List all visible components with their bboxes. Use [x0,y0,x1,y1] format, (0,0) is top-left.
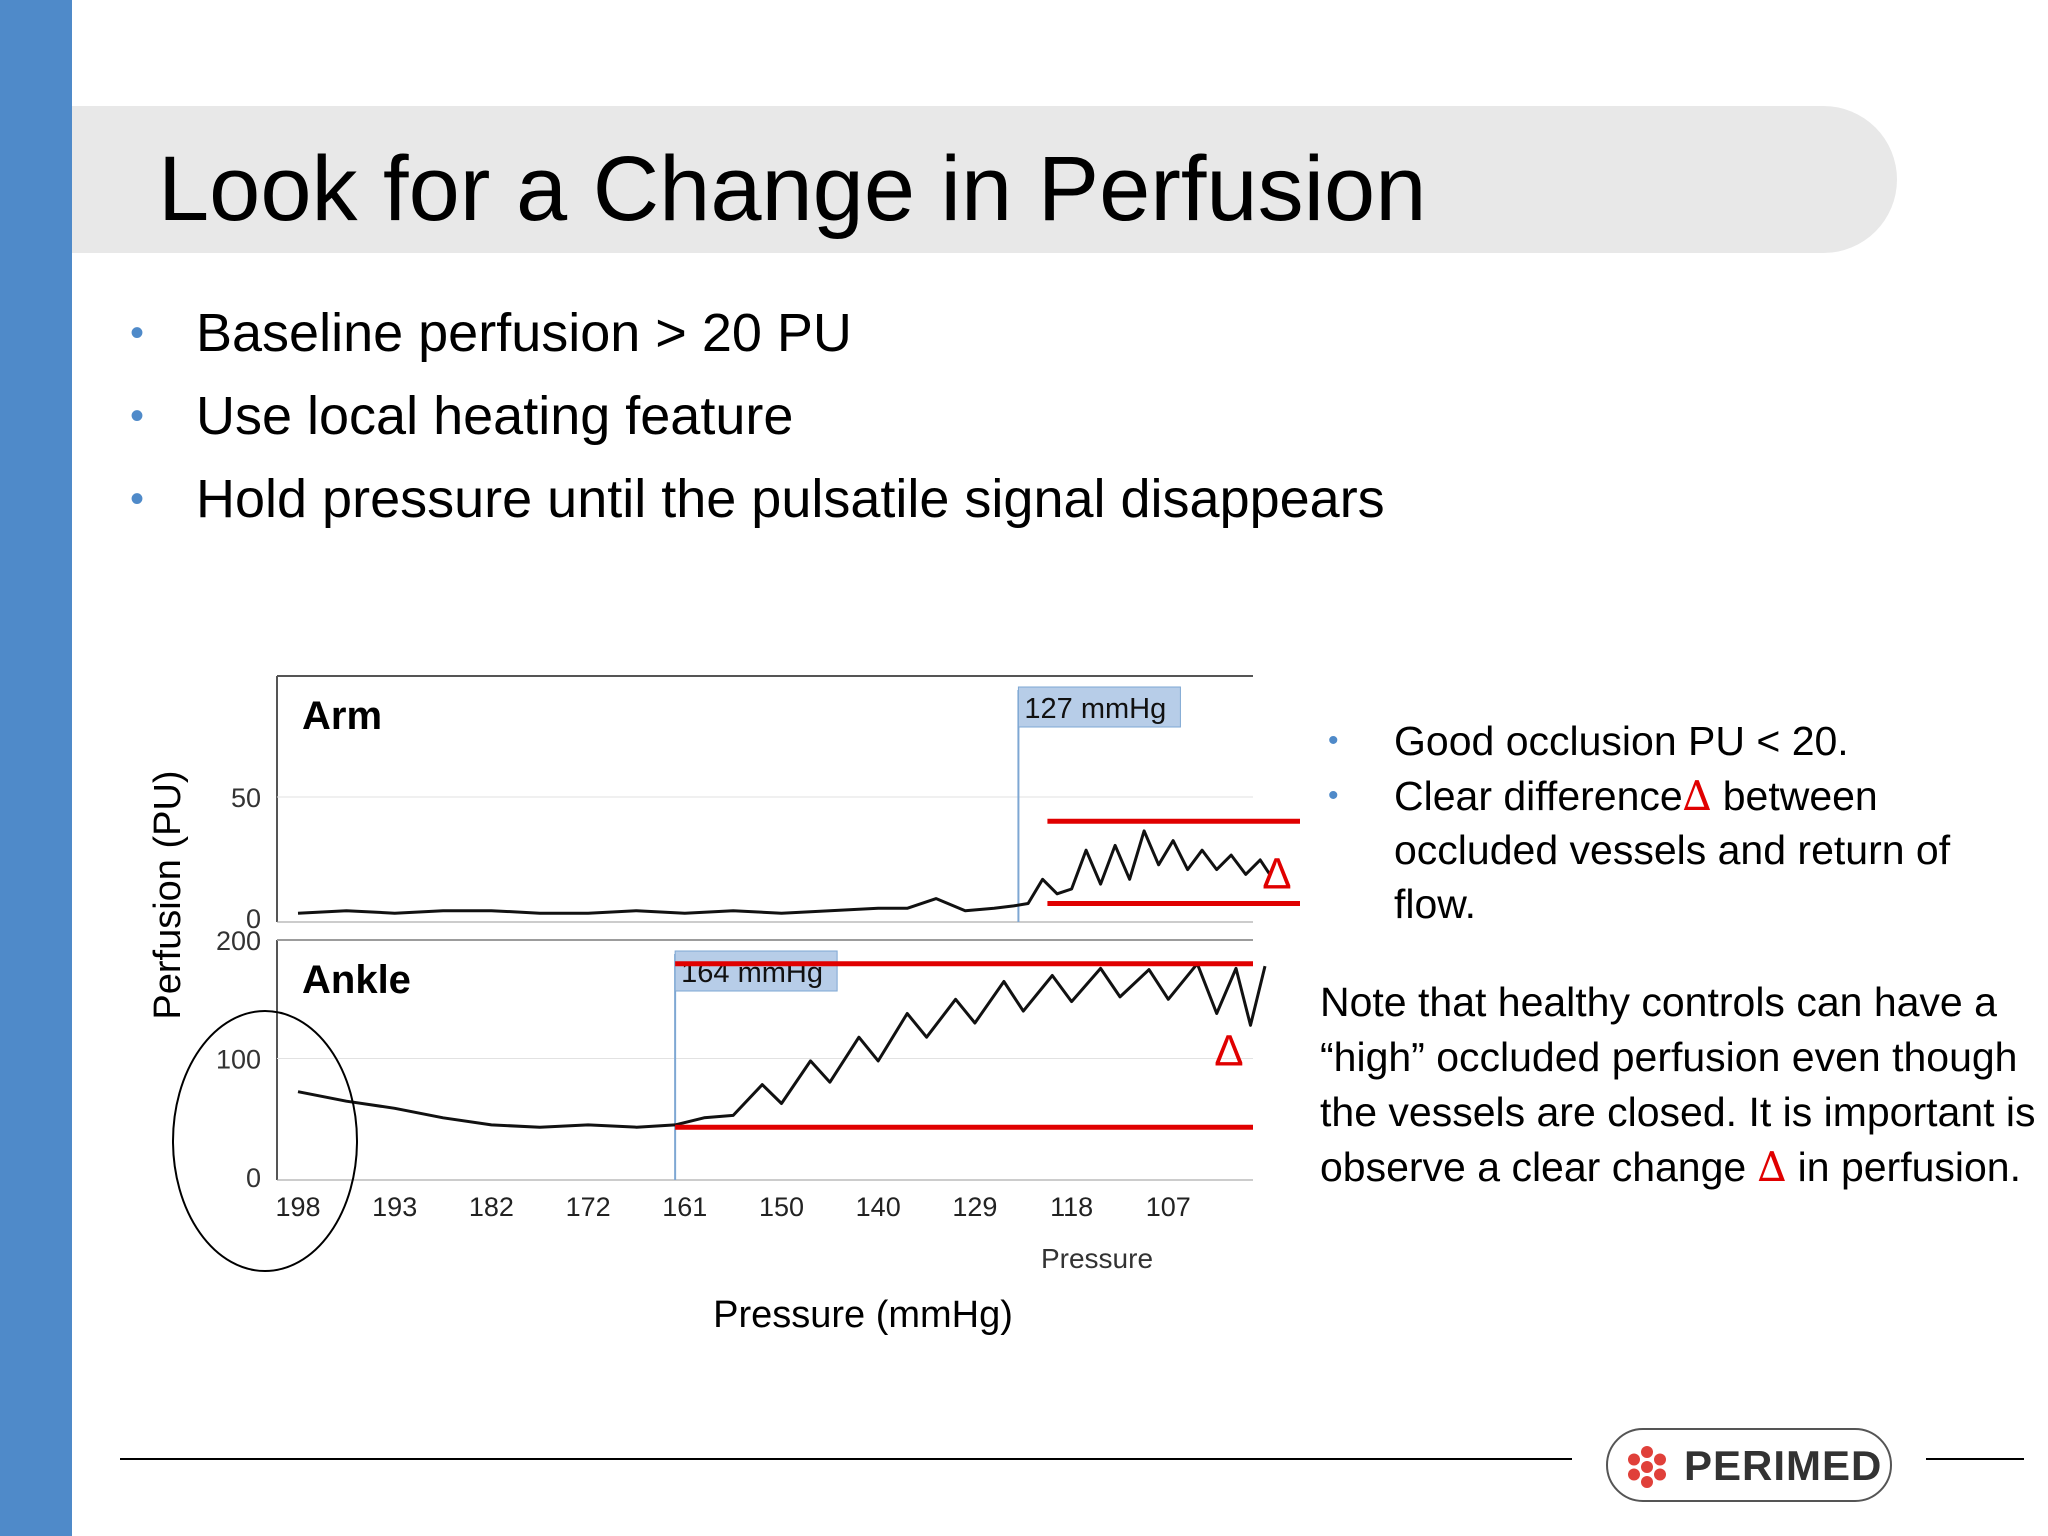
y-tick-label: 0 [246,904,261,934]
side-bullet-item: • Good occlusion PU < 20. [1320,714,2040,768]
panel-label: Ankle [302,958,411,1002]
side-bullet-text: Clear difference [1394,773,1683,819]
perfusion-trace [297,962,1267,1129]
occlusion-label: 127 mmHg [1024,693,1166,725]
x-tick-label: 161 [662,1192,707,1222]
occlusion-label-box [674,950,838,992]
x-tick-label: 118 [1050,1192,1093,1222]
x-tick-label: 150 [759,1192,804,1222]
x-axis-label: Pressure (mmHg) [713,1294,1013,1336]
delta-symbol: ∆ [1757,1143,1787,1191]
highlight-ellipse [172,1010,358,1272]
side-bullet-list: • Good occlusion PU < 20. • Clear differ… [1320,714,2040,932]
x-tick-labels: 198 193 182 172 161 150 140 129 118 107 [275,1192,1190,1222]
occlusion-label-box [1017,686,1181,728]
x-tick-label: 182 [469,1192,514,1222]
y-axis-label: Perfusion (PU) [147,770,189,1019]
x-tick-label: 172 [566,1192,611,1222]
panel-arm: 0 50 Arm 127 mmHg ∆ [231,675,1300,934]
logo-flower-icon [1628,1446,1666,1488]
x-tick-label: 140 [856,1192,901,1222]
side-bullet-item: • Clear difference∆ between occluded ves… [1320,769,2040,931]
footer-rule-right [1926,1458,2024,1460]
bullet-dot: • [130,477,145,521]
bullet-text: Baseline perfusion > 20 PU [196,303,852,363]
x-tick-label: 193 [372,1192,417,1222]
x-tick-label: 129 [952,1192,997,1222]
perfusion-trace [297,829,1272,915]
slide-title: Look for a Change in Perfusion [158,138,1427,240]
side-bullet-text-continued: between occluded vessels and return of f… [1394,773,1951,927]
note-paragraph: Note that healthy controls can have a “h… [1320,975,2045,1195]
bullet-dot: • [130,311,145,355]
panel-label: Arm [302,694,382,738]
side-accent-bar [0,0,72,1536]
bullet-dot: • [1328,779,1339,812]
y-tick-label: 50 [231,783,261,813]
logo-text: PERIMED [1684,1442,1883,1489]
footer-rule-left [120,1458,1572,1460]
title-band [72,106,1897,253]
y-tick-label: 200 [216,926,261,956]
y-tick-label: 100 [216,1045,261,1075]
x-tick-label: 107 [1146,1192,1191,1222]
bullet-dot: • [1328,724,1339,757]
bullet-text: Hold pressure until the pulsatile signal… [196,469,1385,529]
inner-x-axis-label: Pressure [1041,1243,1153,1274]
x-tick-label: 198 [275,1192,320,1222]
bullet-dot: • [130,394,145,438]
delta-symbol: ∆ [1682,772,1712,820]
note-text-end: in perfusion. [1786,1144,2021,1190]
delta-marker: ∆ [1216,1026,1243,1075]
perimed-logo: PERIMED [1606,1428,1892,1502]
y-tick-label: 0 [246,1163,261,1193]
note-text: Note that healthy controls can have a “h… [1320,979,2036,1190]
side-bullet-text: Good occlusion PU < 20. [1394,718,1849,764]
delta-marker: ∆ [1264,849,1291,898]
bullet-text: Use local heating feature [196,386,794,446]
